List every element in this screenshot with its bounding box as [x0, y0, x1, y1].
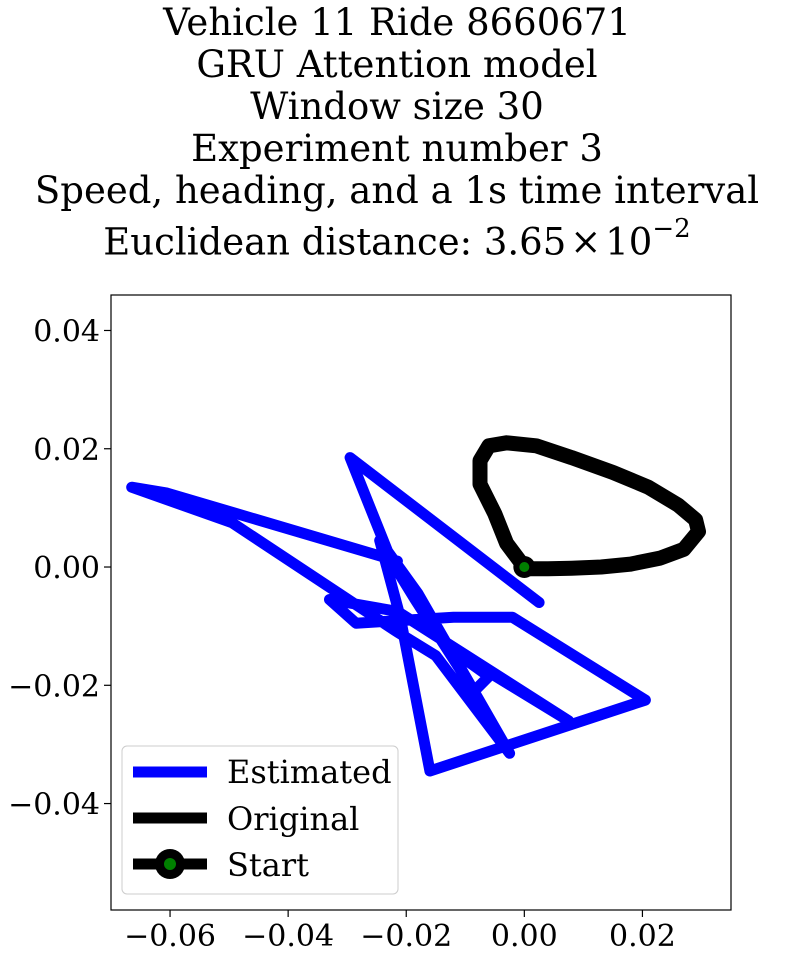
legend-label-estimated: Estimated	[227, 753, 392, 791]
series-estimated-line	[126, 452, 651, 777]
times-sign: ×	[570, 220, 602, 264]
legend-label-original: Original	[227, 800, 359, 838]
distance-line: Euclidean distance: 3.65 × 10−2	[0, 212, 794, 263]
legend-label-start: Start	[227, 846, 309, 884]
y-tick-label: 0.00	[33, 551, 100, 586]
legend-frame	[121, 745, 399, 895]
y-axis: 0.04 0.02 0.00 −0.02 −0.04	[8, 314, 111, 823]
distance-exponent: −2	[652, 214, 691, 244]
title-line: Experiment number 3	[191, 127, 603, 170]
legend: Estimated Original Start	[121, 745, 399, 895]
series-original-line	[472, 435, 706, 577]
plot-frame	[110, 294, 732, 911]
legend-start-marker-face	[164, 858, 176, 870]
chart-title: Vehicle 11 Ride 8660671 GRU Attention mo…	[0, 0, 794, 263]
x-tick-label: −0.06	[124, 919, 216, 954]
title-line: Window size 30	[250, 85, 544, 128]
distance-base: 10	[605, 220, 653, 264]
title-line: Vehicle 11 Ride 8660671	[163, 1, 631, 44]
x-axis: −0.06 −0.04 −0.02 0.00 0.02	[124, 910, 676, 954]
x-tick-label: −0.02	[360, 919, 452, 954]
y-tick-label: −0.02	[8, 669, 100, 704]
plot-content	[126, 435, 706, 777]
y-tick-label: −0.04	[8, 788, 100, 823]
start-marker	[519, 562, 530, 573]
x-tick-label: 0.02	[609, 919, 676, 954]
title-line: GRU Attention model	[196, 43, 598, 86]
x-tick-label: 0.00	[491, 919, 558, 954]
distance-text: Euclidean distance: 3.65	[103, 220, 567, 264]
x-tick-label: −0.04	[242, 919, 334, 954]
y-tick-label: 0.02	[33, 433, 100, 468]
y-tick-label: 0.04	[33, 314, 100, 349]
title-line: Speed, heading, and a 1s time interval	[34, 169, 760, 212]
